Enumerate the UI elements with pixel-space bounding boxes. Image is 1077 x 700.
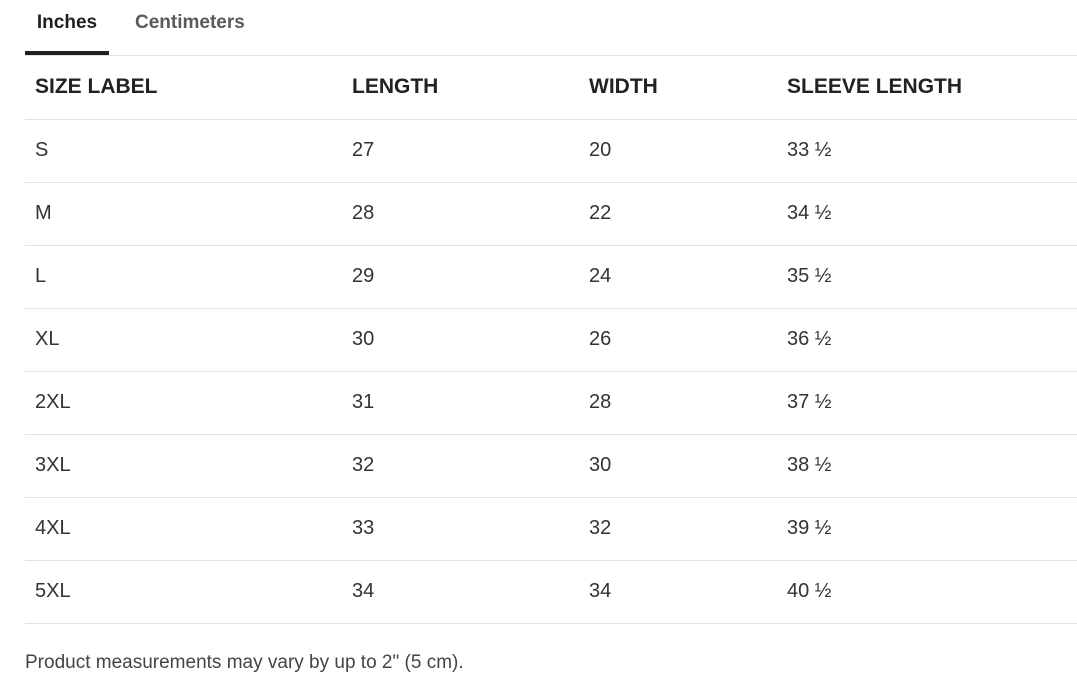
cell-sleeve-length: 34 ½ [777,182,1077,246]
cell-length: 30 [342,308,579,372]
table-row: M 28 22 34 ½ [25,182,1077,246]
cell-size-label: M [25,182,342,246]
table-row: L 29 24 35 ½ [25,245,1077,309]
cell-size-label: 2XL [25,371,342,435]
cell-length: 27 [342,119,579,183]
header-width: WIDTH [579,56,777,120]
cell-width: 20 [579,119,777,183]
table-row: S 27 20 33 ½ [25,119,1077,183]
cell-length: 28 [342,182,579,246]
cell-sleeve-length: 35 ½ [777,245,1077,309]
cell-size-label: XL [25,308,342,372]
cell-width: 30 [579,434,777,498]
cell-length: 33 [342,497,579,561]
tab-inches[interactable]: Inches [25,0,109,55]
header-size-label: SIZE LABEL [25,56,342,120]
cell-width: 24 [579,245,777,309]
table-row: 2XL 31 28 37 ½ [25,371,1077,435]
cell-length: 29 [342,245,579,309]
cell-length: 32 [342,434,579,498]
cell-size-label: 5XL [25,560,342,624]
cell-sleeve-length: 33 ½ [777,119,1077,183]
cell-width: 28 [579,371,777,435]
cell-length: 31 [342,371,579,435]
cell-width: 32 [579,497,777,561]
tab-centimeters[interactable]: Centimeters [135,12,245,33]
table-row: 3XL 32 30 38 ½ [25,434,1077,498]
cell-width: 26 [579,308,777,372]
measurement-note: Product measurements may vary by up to 2… [25,652,464,673]
table-header-row: SIZE LABEL LENGTH WIDTH SLEEVE LENGTH [25,56,1077,120]
unit-tabs: Inches Centimeters [25,0,1077,56]
cell-sleeve-length: 36 ½ [777,308,1077,372]
cell-size-label: S [25,119,342,183]
cell-size-label: 4XL [25,497,342,561]
cell-width: 22 [579,182,777,246]
table-row: 5XL 34 34 40 ½ [25,560,1077,624]
cell-sleeve-length: 39 ½ [777,497,1077,561]
cell-width: 34 [579,560,777,624]
cell-length: 34 [342,560,579,624]
size-chart-table: SIZE LABEL LENGTH WIDTH SLEEVE LENGTH S … [25,56,1077,624]
header-sleeve-length: SLEEVE LENGTH [777,56,1077,120]
header-length: LENGTH [342,56,579,120]
cell-sleeve-length: 37 ½ [777,371,1077,435]
cell-size-label: L [25,245,342,309]
cell-sleeve-length: 40 ½ [777,560,1077,624]
table-row: 4XL 33 32 39 ½ [25,497,1077,561]
cell-sleeve-length: 38 ½ [777,434,1077,498]
cell-size-label: 3XL [25,434,342,498]
table-row: XL 30 26 36 ½ [25,308,1077,372]
